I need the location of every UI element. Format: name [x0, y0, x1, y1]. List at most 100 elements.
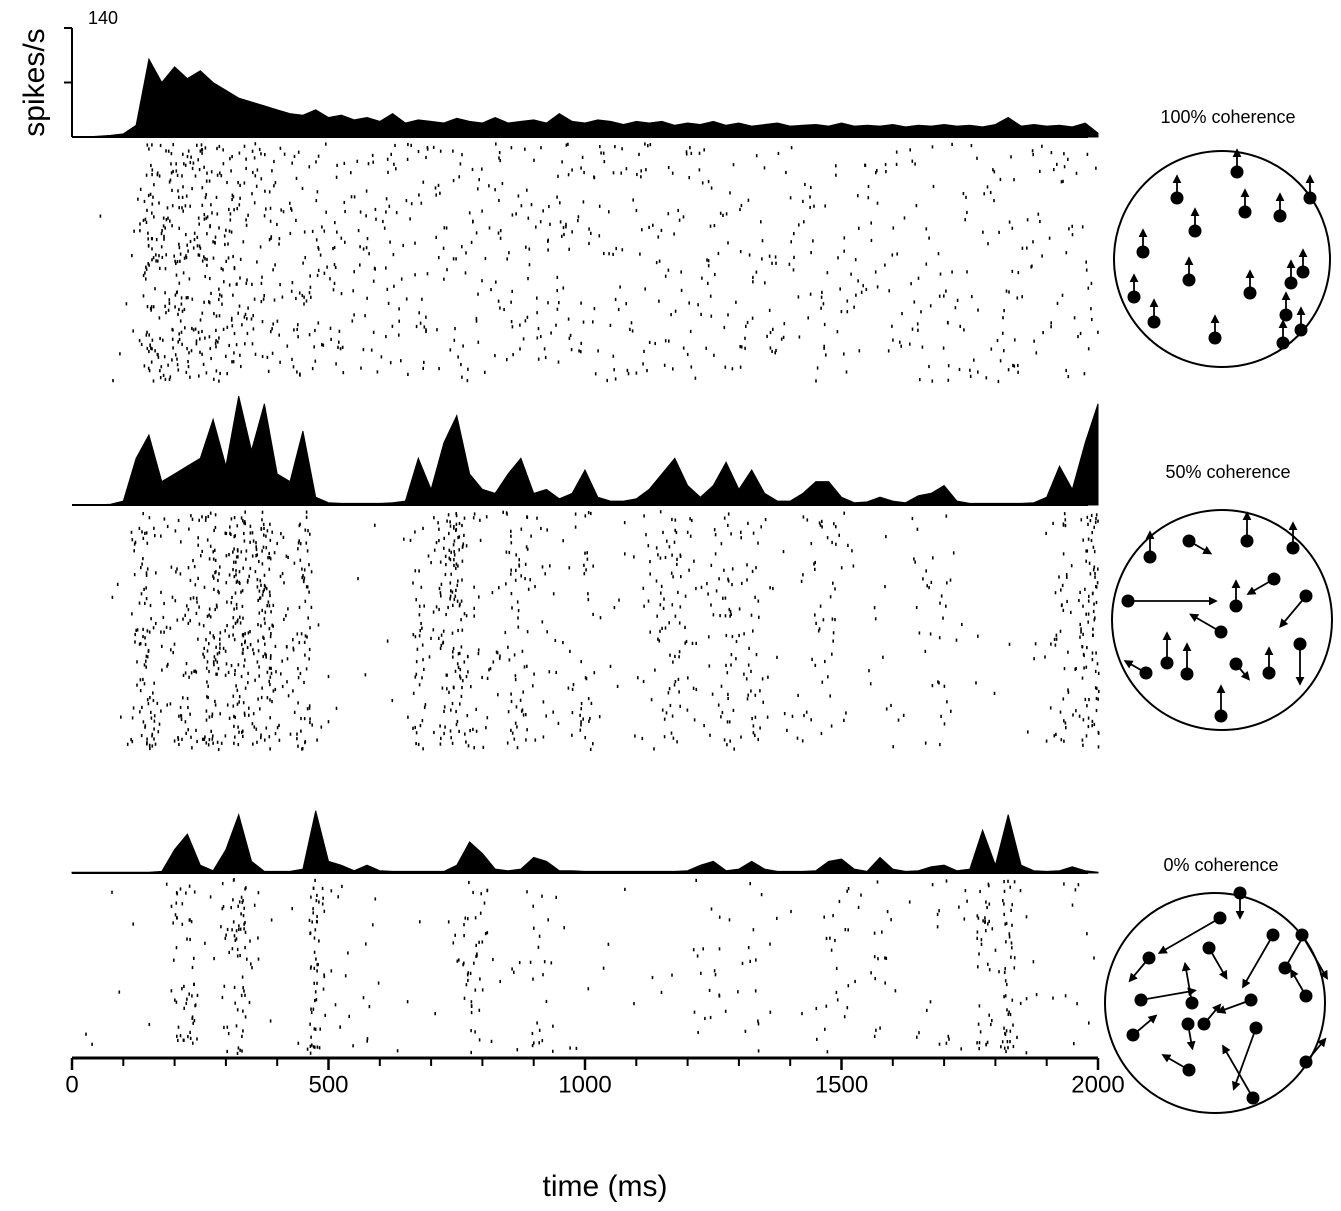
spike — [547, 918, 549, 921]
spike — [242, 1029, 244, 1032]
spike — [217, 174, 219, 177]
spike — [232, 551, 234, 554]
spike — [449, 520, 451, 523]
spike — [462, 963, 464, 966]
spike — [749, 882, 751, 885]
spike — [220, 631, 222, 634]
spike — [1093, 526, 1095, 529]
spike — [1083, 654, 1085, 657]
spike — [256, 553, 258, 556]
spike — [414, 530, 416, 533]
spike — [239, 616, 241, 619]
spike — [981, 943, 983, 946]
spike — [1075, 709, 1077, 712]
spike — [443, 630, 445, 633]
spike — [170, 702, 172, 705]
spike — [187, 155, 189, 158]
spike — [456, 523, 458, 526]
spike — [270, 330, 272, 333]
spike — [245, 158, 247, 161]
spike — [313, 1008, 315, 1011]
spike — [100, 215, 102, 218]
spike — [186, 347, 188, 350]
spike — [558, 722, 560, 725]
spike — [492, 591, 494, 594]
spike — [457, 629, 459, 632]
spike — [279, 739, 281, 742]
spike — [285, 614, 287, 617]
spike — [899, 341, 901, 344]
spike — [202, 259, 204, 262]
spike — [191, 671, 193, 674]
spike — [250, 531, 252, 534]
spike — [532, 684, 534, 687]
spike — [248, 707, 250, 710]
spike — [558, 301, 560, 304]
spike — [182, 185, 184, 188]
spike — [592, 742, 594, 745]
spike — [790, 196, 792, 199]
spike — [242, 899, 244, 902]
spike — [1091, 514, 1093, 517]
spike — [166, 703, 168, 706]
spike — [206, 258, 208, 261]
spike — [309, 533, 311, 536]
spike — [175, 599, 177, 602]
spike — [925, 650, 927, 653]
spike — [131, 254, 133, 257]
spike — [739, 607, 741, 610]
motion-arrow — [1243, 935, 1273, 987]
spike — [951, 143, 953, 146]
spike — [440, 150, 442, 153]
spike — [85, 1033, 87, 1036]
spike — [900, 345, 902, 348]
spike — [694, 1011, 696, 1014]
spike — [714, 969, 716, 972]
spike — [151, 247, 153, 250]
spike — [231, 928, 233, 931]
spike — [587, 558, 589, 561]
spike — [1004, 1032, 1006, 1035]
spike — [1091, 318, 1093, 321]
spike — [679, 219, 681, 222]
spike — [738, 634, 740, 637]
spike — [244, 316, 246, 319]
spike — [677, 209, 679, 212]
spike — [165, 311, 167, 314]
spike — [1033, 960, 1035, 963]
spike — [672, 367, 674, 370]
spike — [587, 592, 589, 595]
spike — [352, 319, 354, 322]
spike — [428, 554, 430, 557]
spike — [1006, 1029, 1008, 1032]
spike — [948, 379, 950, 382]
spike — [727, 697, 729, 700]
moving-dot — [1144, 551, 1157, 564]
moving-dot — [1183, 1064, 1196, 1077]
spike — [237, 689, 239, 692]
spike — [1026, 247, 1028, 250]
spike — [519, 961, 521, 964]
spike — [1090, 572, 1092, 575]
spike — [697, 303, 699, 306]
spike — [181, 738, 183, 741]
spike — [278, 334, 280, 337]
spike — [527, 277, 529, 280]
spike — [212, 738, 214, 741]
spike — [567, 143, 569, 146]
spike — [671, 518, 673, 521]
spike — [544, 347, 546, 350]
spike — [186, 195, 188, 198]
spike — [134, 640, 136, 643]
spike — [232, 633, 234, 636]
spike — [272, 322, 274, 325]
spike — [464, 612, 466, 615]
spike — [224, 985, 226, 988]
spike — [169, 302, 171, 305]
spike — [194, 1019, 196, 1022]
spike — [720, 715, 722, 718]
spike — [1004, 890, 1006, 893]
spike — [514, 653, 516, 656]
spike — [253, 327, 255, 330]
spike — [481, 676, 483, 679]
